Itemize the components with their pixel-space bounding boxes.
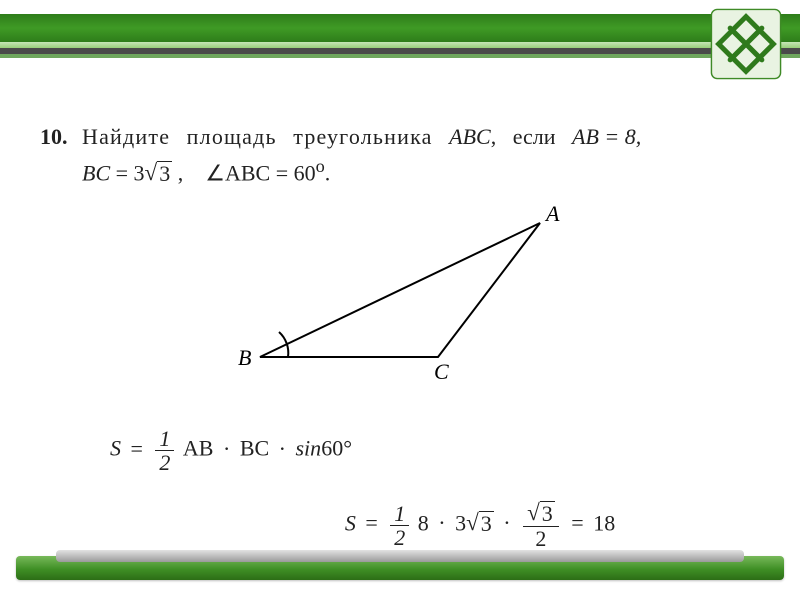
- word: если: [513, 124, 556, 149]
- word: треугольника: [293, 124, 432, 149]
- problem-number: 10.: [40, 120, 68, 189]
- eq: =: [110, 160, 133, 185]
- angle-abc: ∠ABC = 60o.: [205, 153, 330, 189]
- frac-num: √3: [523, 501, 559, 526]
- equals-icon: =: [361, 510, 381, 536]
- val-8: 8: [418, 510, 429, 535]
- bc-coef: 3: [134, 160, 145, 185]
- vertex-label-a: A: [544, 201, 560, 226]
- bc-rad: 3: [157, 161, 172, 186]
- sqrt3-over-2: √3 2: [523, 501, 559, 550]
- frac-num: 1: [155, 427, 174, 450]
- frac-den: 2: [155, 451, 174, 474]
- vertex-label-b: B: [238, 345, 251, 370]
- footer-inlay: [56, 550, 744, 562]
- sqrt-icon: √3: [145, 161, 173, 186]
- sqrt-icon: √3: [466, 511, 494, 536]
- rad-3: 3: [540, 501, 555, 526]
- vertex-label-c: C: [434, 359, 449, 384]
- sqrt-icon: √3: [527, 501, 555, 526]
- comma: ,: [172, 160, 183, 185]
- bc-label: BC: [82, 160, 110, 185]
- word: Найдите: [82, 124, 170, 149]
- frac-num: 1: [390, 502, 409, 525]
- page-frame: 10. Найдите площадь треугольника ABC, ес…: [0, 0, 800, 600]
- result: 18: [593, 510, 615, 535]
- footer-bar: [16, 556, 784, 580]
- equals-icon: =: [127, 436, 147, 462]
- dot-icon: ·: [219, 436, 234, 462]
- bc-term: BC: [240, 436, 269, 461]
- knot-logo: [710, 8, 782, 80]
- degree-symbol: o: [316, 156, 325, 176]
- var-s: S: [345, 510, 356, 535]
- triangle-name: ABC: [449, 124, 491, 149]
- dot-icon: ·: [275, 436, 290, 462]
- content-area: 10. Найдите площадь треугольника ABC, ес…: [40, 120, 760, 530]
- angle60: 60°: [321, 436, 352, 461]
- val-3: 3: [455, 510, 466, 535]
- period: .: [325, 160, 331, 185]
- header-underline: [0, 48, 800, 58]
- angle-text: ∠ABC = 60: [205, 160, 315, 185]
- ab-term: AB: [183, 436, 214, 461]
- triangle-figure: A B C: [220, 197, 580, 397]
- angle-arc: [279, 332, 288, 357]
- frac-den: 2: [390, 526, 409, 549]
- word: площадь: [187, 124, 277, 149]
- problem-statement: 10. Найдите площадь треугольника ABC, ес…: [40, 120, 760, 189]
- header-band: [0, 14, 800, 42]
- dot-icon: ·: [499, 510, 514, 536]
- formula-line: S = 1 2 AB · BC · sin60°: [110, 427, 760, 474]
- comma: ,: [491, 124, 497, 149]
- problem-text: Найдите площадь треугольника ABC, если A…: [82, 120, 760, 189]
- sin-term: sin: [296, 436, 322, 461]
- triangle-path: [260, 223, 540, 357]
- dot-icon: ·: [434, 510, 449, 536]
- given-ab: AB = 8,: [572, 124, 641, 149]
- computation-line: S = 1 2 8 · 3√3 · √3 2 = 18: [40, 501, 760, 550]
- figure-wrap: A B C: [40, 197, 760, 397]
- one-half: 1 2: [155, 427, 174, 474]
- var-s: S: [110, 436, 121, 461]
- frac-den: 2: [531, 527, 550, 550]
- one-half: 1 2: [390, 502, 409, 549]
- equals-icon: =: [567, 510, 587, 536]
- rad-3: 3: [479, 511, 494, 536]
